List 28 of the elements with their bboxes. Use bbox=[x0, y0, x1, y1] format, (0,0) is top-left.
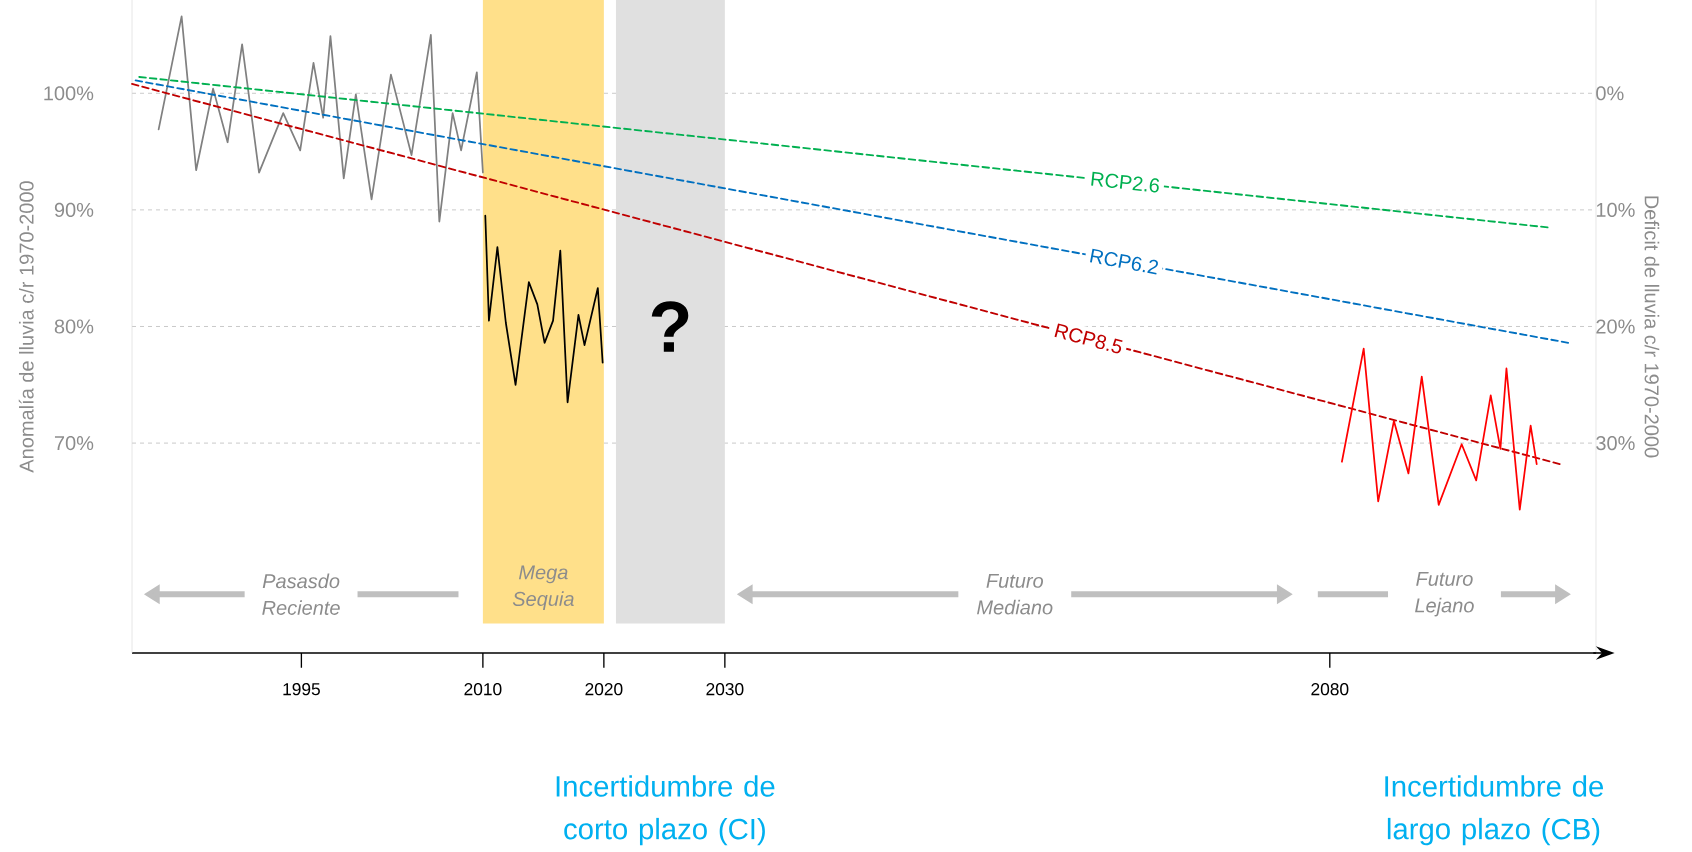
annotation: Futuro Lejano bbox=[1415, 571, 1474, 617]
line-series bbox=[157, 15, 484, 223]
x-tick-label: 2010 bbox=[464, 683, 502, 696]
y-tick-label: 90% bbox=[54, 202, 94, 217]
annotation: Pasasdo Reciente bbox=[262, 573, 340, 615]
text: Incertidumbre de corto plazo (CI) bbox=[556, 775, 775, 846]
y2-tick-label: 0% bbox=[1596, 86, 1624, 101]
y-tick-label: 70% bbox=[54, 436, 94, 451]
line-series bbox=[484, 214, 604, 404]
text: RCP2.6 bbox=[1091, 171, 1160, 193]
y2-tick-label: 10% bbox=[1596, 202, 1635, 217]
y2-axis-title: Deficit de lluvia c/r 1970-2000 bbox=[1644, 196, 1660, 458]
text: RCP6.2 bbox=[1090, 248, 1158, 275]
y-tick-label: 80% bbox=[54, 319, 94, 334]
y-tick-label: 100% bbox=[44, 86, 94, 101]
x-tick-label: 2020 bbox=[585, 683, 623, 696]
y2-tick-label: 30% bbox=[1596, 436, 1635, 451]
band-label: Mega Sequia bbox=[512, 565, 574, 610]
x-tick-label: 1995 bbox=[283, 683, 320, 696]
x-tick-label: 2030 bbox=[706, 683, 744, 696]
text: Incertidumbre de largo plazo (CB) bbox=[1385, 775, 1604, 846]
line-series bbox=[1341, 347, 1538, 511]
text: RCP8.5 bbox=[1054, 323, 1123, 354]
y2-tick-label: 20% bbox=[1596, 319, 1635, 334]
y-axis-title: Anomalía de lluvia c/r 1970-2000 bbox=[18, 181, 34, 473]
x-tick-label: 2080 bbox=[1311, 683, 1349, 696]
band-label: ? bbox=[651, 301, 689, 352]
annotation: Futuro Mediano bbox=[977, 573, 1053, 615]
